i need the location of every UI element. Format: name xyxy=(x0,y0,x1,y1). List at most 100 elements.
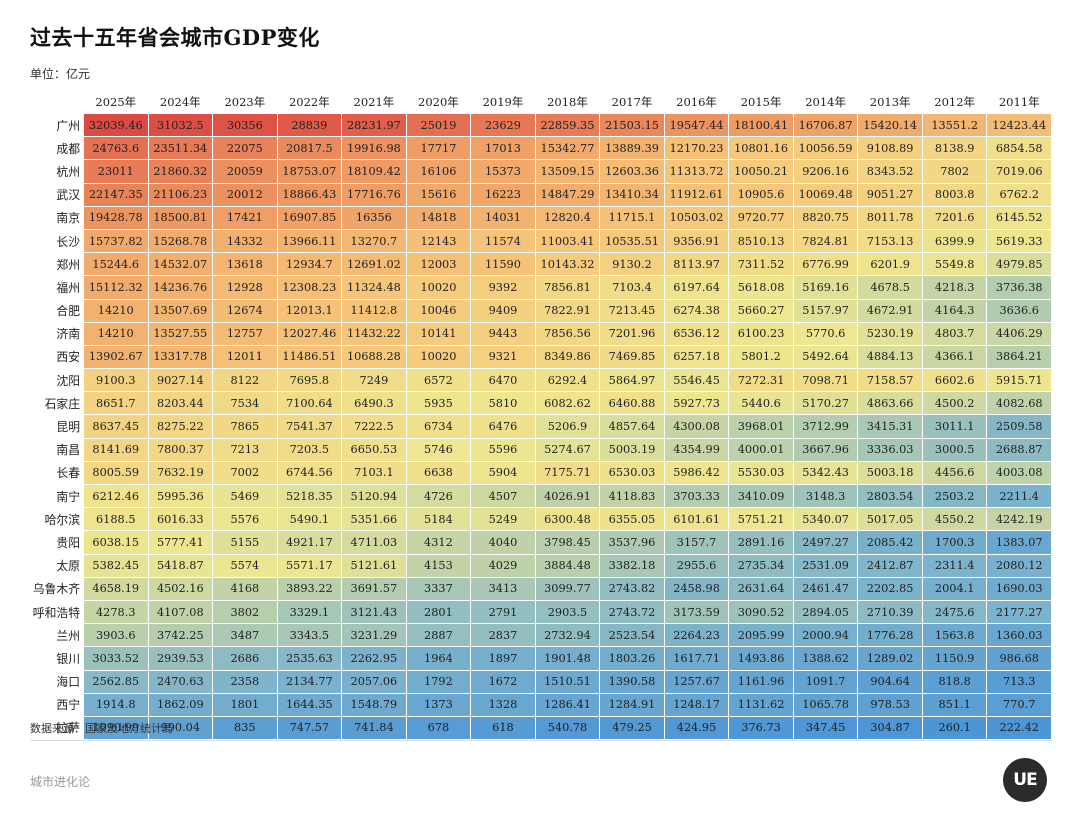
gdp-cell: 6197.64 xyxy=(663,275,730,300)
gdp-cell: 5003.19 xyxy=(599,437,665,462)
footer-brand: 城市进化论 xyxy=(30,775,91,789)
gdp-cell: 13507.69 xyxy=(147,298,214,323)
table-row: 广州 32039.46 31032.5 30356 28839 28231.97 25019… xyxy=(30,112,1052,138)
city-label: 贵阳 xyxy=(30,530,84,555)
gdp-cell: 5770.6 xyxy=(792,321,859,346)
gdp-cell: 4857.64 xyxy=(599,414,665,439)
gdp-cell: 10056.59 xyxy=(792,136,859,161)
city-label: 呼和浩特 xyxy=(30,599,84,625)
gdp-cell: 12820.4 xyxy=(534,205,601,230)
gdp-cell: 18500.81 xyxy=(147,205,214,230)
gdp-cell: 3173.59 xyxy=(663,599,730,625)
gdp-cell: 4153 xyxy=(405,553,472,578)
gdp-cell: 2939.53 xyxy=(147,646,214,671)
gdp-cell: 3343.5 xyxy=(276,623,343,648)
table-row: 沈阳 9100.3 9027.14 8122 7695.8 7249 6572 6470 629… xyxy=(30,368,1052,393)
gdp-cell: 5218.35 xyxy=(276,483,343,509)
column-header: 2018年 xyxy=(535,91,600,114)
gdp-cell: 6212.46 xyxy=(83,483,149,509)
column-header: 2012年 xyxy=(922,91,987,114)
gdp-cell: 3337 xyxy=(405,576,472,601)
gdp-cell: 741.84 xyxy=(341,715,407,741)
gdp-cell: 1131.62 xyxy=(728,692,794,717)
gdp-cell: 9051.27 xyxy=(857,182,923,207)
gdp-cell: 2095.99 xyxy=(728,623,794,648)
gdp-cell: 12170.23 xyxy=(663,136,730,161)
gdp-cell: 2264.23 xyxy=(663,623,730,648)
gdp-cell: 818.8 xyxy=(921,669,988,694)
gdp-cell: 5935 xyxy=(405,391,472,416)
gdp-cell: 1090.99 xyxy=(83,715,149,741)
gdp-cell: 4000.01 xyxy=(728,437,794,462)
gdp-cell: 2903.5 xyxy=(534,599,601,625)
gdp-cell: 8275.22 xyxy=(147,414,214,439)
gdp-cell: 30356 xyxy=(212,112,278,138)
gdp-cell: 2535.63 xyxy=(276,646,343,671)
gdp-cell: 5492.64 xyxy=(792,344,859,370)
gdp-cell: 2412.87 xyxy=(857,553,923,578)
column-header: 2017年 xyxy=(599,91,665,114)
gdp-cell: 5157.97 xyxy=(792,298,859,323)
gdp-cell: 3382.18 xyxy=(599,553,665,578)
gdp-cell: 13410.34 xyxy=(599,182,665,207)
city-label: 成都 xyxy=(30,136,84,161)
gdp-cell: 12003 xyxy=(405,252,472,277)
table-row: 太原 5382.45 5418.87 5574 5571.17 5121.61 4153 40… xyxy=(30,553,1052,578)
gdp-cell: 11574 xyxy=(470,228,536,254)
gdp-cell: 2743.72 xyxy=(599,599,665,625)
gdp-cell: 5340.07 xyxy=(792,507,859,532)
gdp-cell: 770.7 xyxy=(986,692,1052,717)
gdp-cell: 14236.76 xyxy=(147,275,214,300)
gdp-cell: 6100.23 xyxy=(728,321,794,346)
gdp-cell: 6776.99 xyxy=(792,252,859,277)
gdp-cell: 1914.8 xyxy=(83,692,149,717)
gdp-cell: 3157.7 xyxy=(663,530,730,555)
gdp-cell: 2837 xyxy=(470,623,536,648)
gdp-cell: 1257.67 xyxy=(663,669,730,694)
gdp-cell: 15268.78 xyxy=(147,228,214,254)
gdp-cell: 25019 xyxy=(405,112,472,138)
table-row: 哈尔滨 6188.5 6016.33 5576 5490.1 5351.66 5184 524… xyxy=(30,507,1052,532)
gdp-cell: 1390.58 xyxy=(599,669,665,694)
gdp-cell: 3736.38 xyxy=(986,275,1052,300)
column-header: 2022年 xyxy=(277,91,342,114)
gdp-cell: 7800.37 xyxy=(147,437,214,462)
table-row: 合肥 14210 13507.69 12674 12013.1 11412.8 10046 9… xyxy=(30,298,1052,323)
gdp-cell: 1065.78 xyxy=(792,692,859,717)
gdp-cell: 22147.35 xyxy=(83,182,149,207)
table-row: 南宁 6212.46 5995.36 5469 5218.35 5120.94 4726 45… xyxy=(30,483,1052,509)
gdp-cell: 5249 xyxy=(470,507,536,532)
divider xyxy=(30,740,1052,741)
gdp-cell: 5184 xyxy=(405,507,472,532)
gdp-cell: 8637.45 xyxy=(83,414,149,439)
gdp-cell: 7222.5 xyxy=(341,414,407,439)
gdp-cell: 3884.48 xyxy=(534,553,601,578)
gdp-cell: 11486.51 xyxy=(276,344,343,370)
gdp-cell: 2458.98 xyxy=(663,576,730,601)
gdp-cell: 4003.08 xyxy=(986,460,1052,486)
table-row: 海口 2562.85 2470.63 2358 2134.77 2057.06 1792 16… xyxy=(30,669,1052,694)
gdp-cell: 10046 xyxy=(405,298,472,323)
gdp-cell: 6762.2 xyxy=(986,182,1052,207)
gdp-cell: 19916.98 xyxy=(341,136,407,161)
gdp-cell: 2461.47 xyxy=(792,576,859,601)
gdp-cell: 2801 xyxy=(405,599,472,625)
city-label: 南宁 xyxy=(30,483,84,509)
gdp-cell: 2894.05 xyxy=(792,599,859,625)
gdp-cell: 1091.7 xyxy=(792,669,859,694)
gdp-cell: 5120.94 xyxy=(341,483,407,509)
gdp-cell: 11003.41 xyxy=(534,228,601,254)
gdp-cell: 3090.52 xyxy=(728,599,794,625)
gdp-cell: 3099.77 xyxy=(534,576,601,601)
gdp-cell: 1360.03 xyxy=(986,623,1052,648)
gdp-cell: 2891.16 xyxy=(728,530,794,555)
gdp-cell: 5003.18 xyxy=(857,460,923,486)
gdp-cell: 4672.91 xyxy=(857,298,923,323)
gdp-cell: 3691.57 xyxy=(341,576,407,601)
gdp-cell: 17717 xyxy=(405,136,472,161)
gdp-cell: 12934.7 xyxy=(276,252,343,277)
gdp-cell: 5571.17 xyxy=(276,553,343,578)
gdp-cell: 2523.54 xyxy=(599,623,665,648)
gdp-cell: 835 xyxy=(212,715,278,741)
gdp-cell: 11715.1 xyxy=(599,205,665,230)
